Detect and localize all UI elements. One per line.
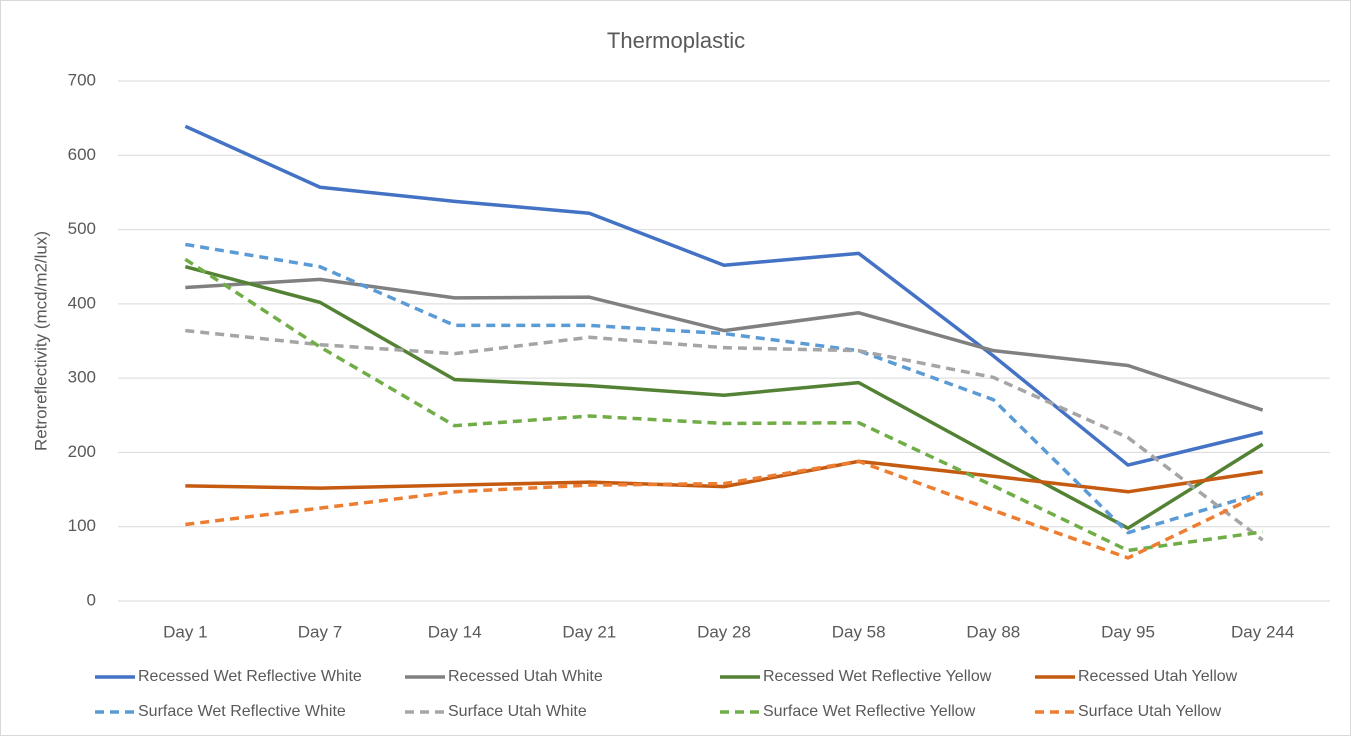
series-line	[185, 328, 1264, 542]
series-line	[185, 459, 1263, 494]
y-tick-label: 0	[87, 590, 96, 609]
series-line	[184, 265, 1264, 530]
y-tick-label: 200	[68, 442, 96, 461]
series-line	[184, 257, 1263, 553]
x-tick-label: Day 7	[298, 622, 342, 641]
series-line	[185, 459, 1264, 560]
y-axis-label: Retroreflectivity (mcd/m2/lux)	[31, 231, 50, 451]
x-tick-label: Day 88	[966, 622, 1020, 641]
x-tick-label: Day 21	[562, 622, 616, 641]
x-tick-label: Day 1	[163, 622, 207, 641]
x-tick-label: Day 244	[1231, 622, 1294, 641]
y-tick-label: 400	[68, 293, 96, 312]
y-tick-label: 500	[68, 219, 96, 238]
y-tick-label: 300	[68, 368, 96, 387]
legend-label: Surface Utah Yellow	[1078, 703, 1222, 720]
legend-label: Recessed Utah Yellow	[1078, 668, 1238, 685]
x-tick-label: Day 14	[428, 622, 482, 641]
legend-label: Surface Utah White	[448, 703, 587, 720]
legend-label: Surface Wet Reflective White	[138, 703, 346, 720]
series-line	[185, 242, 1264, 535]
legend-label: Surface Wet Reflective Yellow	[763, 703, 976, 720]
legend-label: Recessed Wet Reflective White	[138, 668, 362, 685]
y-tick-label: 100	[68, 516, 96, 535]
legend-label: Recessed Wet Reflective Yellow	[763, 668, 992, 685]
x-tick-label: Day 95	[1101, 622, 1155, 641]
chart-title: Thermoplastic	[607, 28, 745, 53]
series-line	[184, 124, 1264, 467]
x-tick-label: Day 28	[697, 622, 751, 641]
y-tick-label: 600	[68, 145, 96, 164]
legend-label: Recessed Utah White	[448, 668, 603, 685]
y-tick-label: 700	[68, 70, 96, 89]
x-tick-label: Day 58	[832, 622, 886, 641]
